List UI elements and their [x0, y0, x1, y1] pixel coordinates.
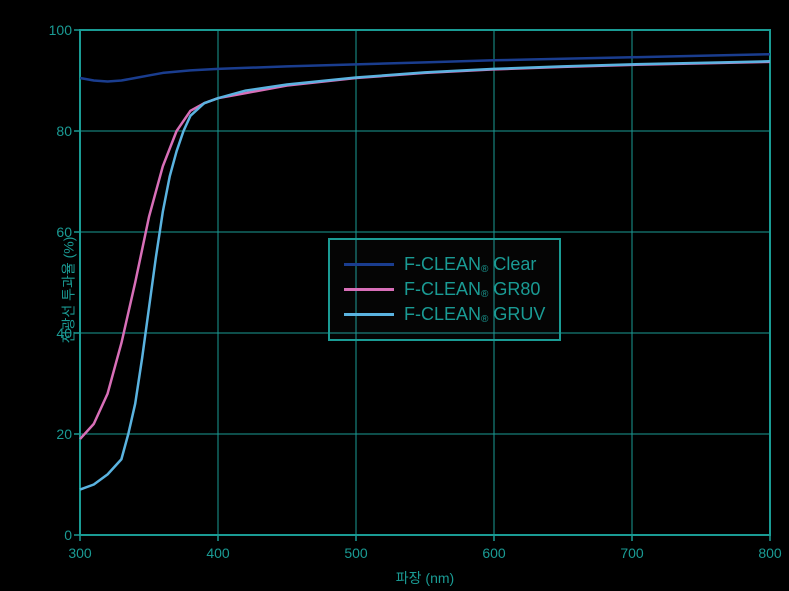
legend-swatch — [344, 313, 394, 316]
x-axis-label: 파장 (nm) — [80, 568, 770, 588]
x-tick-label: 400 — [198, 545, 238, 561]
legend-label: F-CLEAN® GR80 — [404, 279, 540, 300]
legend-item: F-CLEAN® Clear — [344, 254, 545, 275]
y-tick-label: 20 — [42, 426, 72, 442]
x-tick-label: 600 — [474, 545, 514, 561]
x-tick-label: 500 — [336, 545, 376, 561]
x-tick-label: 800 — [750, 545, 789, 561]
y-axis-label: 전광선 투과율 (%) — [58, 237, 78, 344]
legend-item: F-CLEAN® GR80 — [344, 279, 545, 300]
series-clear — [80, 54, 770, 81]
legend-swatch — [344, 263, 394, 266]
legend-item: F-CLEAN® GRUV — [344, 304, 545, 325]
legend-swatch — [344, 288, 394, 291]
legend-label: F-CLEAN® GRUV — [404, 304, 545, 325]
y-tick-label: 0 — [42, 527, 72, 543]
x-tick-label: 700 — [612, 545, 652, 561]
legend: F-CLEAN® Clear F-CLEAN® GR80 F-CLEAN® GRUV — [328, 238, 561, 341]
x-tick-label: 300 — [60, 545, 100, 561]
transmittance-chart: 020406080100 300400500600700800 전광선 투과율 … — [0, 0, 789, 591]
y-tick-label: 100 — [42, 22, 72, 38]
y-tick-label: 80 — [42, 123, 72, 139]
legend-label: F-CLEAN® Clear — [404, 254, 536, 275]
